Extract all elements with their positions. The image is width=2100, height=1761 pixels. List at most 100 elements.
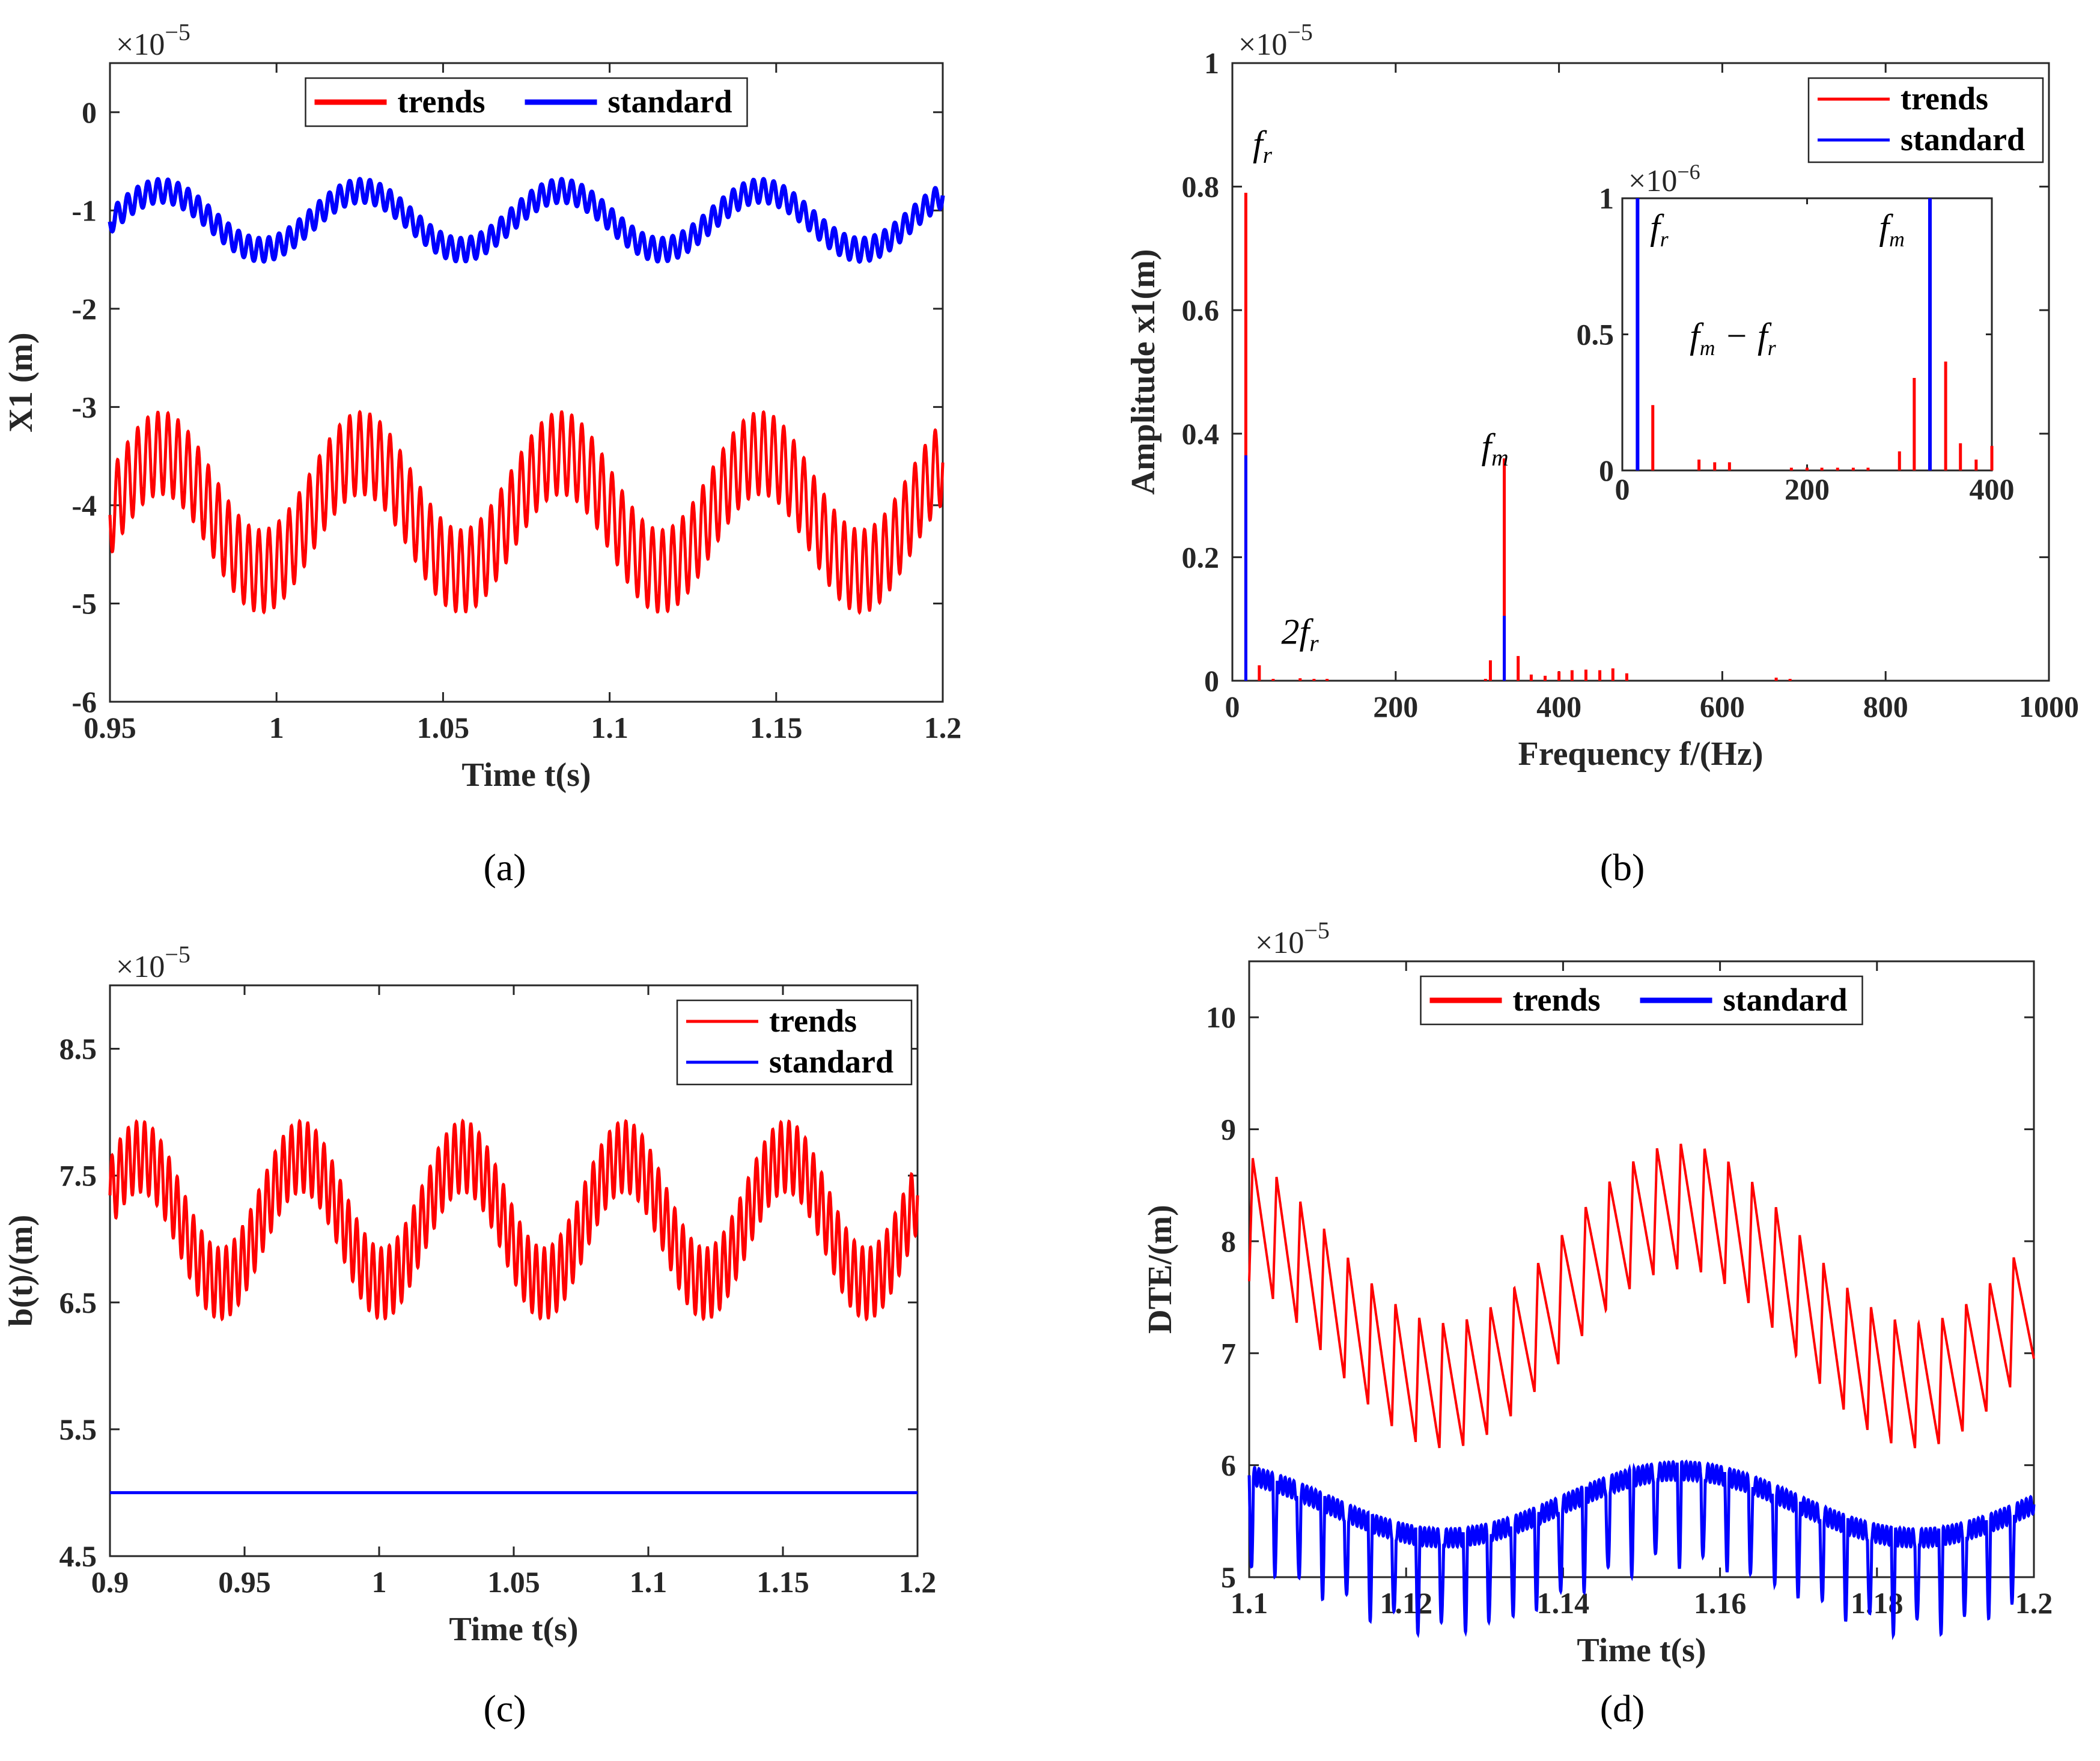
axis-multiplier-exponent: −5 bbox=[165, 19, 190, 46]
y-tick-label: -5 bbox=[72, 586, 97, 620]
x-tick-label: 1 bbox=[269, 711, 284, 744]
legend-label-trends: trends bbox=[769, 1003, 857, 1039]
x-tick-label: 1.2 bbox=[2015, 1586, 2053, 1620]
x-tick-label: 0.95 bbox=[84, 711, 136, 744]
legend: trends standard bbox=[305, 77, 748, 127]
y-tick-label: 0.2 bbox=[1182, 540, 1220, 574]
y-tick-label: -3 bbox=[72, 390, 97, 424]
panel-caption: (a) bbox=[483, 846, 526, 889]
y-tick-label: -1 bbox=[72, 193, 97, 227]
y-tick-label: 0.8 bbox=[1182, 170, 1220, 204]
y-tick-label: -6 bbox=[72, 685, 97, 719]
series-line-trends bbox=[108, 1118, 919, 1322]
y-tick-label: 0.4 bbox=[1182, 417, 1220, 451]
legend-label-standard: standard bbox=[1901, 121, 2025, 157]
axes-a: 0.95 1 1.05 1.1 1.15 1.2 -6 -5 -4 -3 -2 -1 0 ×10−5 bbox=[72, 19, 961, 744]
x-tick-label: 1.05 bbox=[417, 711, 470, 744]
y-tick-label: -4 bbox=[72, 488, 97, 522]
x-tick-label: 400 bbox=[1970, 472, 2015, 506]
x-axis-label: Frequency f/(Hz) bbox=[1518, 735, 1764, 773]
legend: trends standard bbox=[676, 999, 913, 1086]
x-axis-label: Time t(s) bbox=[449, 1611, 578, 1648]
x-axis-label: Time t(s) bbox=[1577, 1632, 1706, 1669]
x-tick-label: 1.12 bbox=[1380, 1586, 1432, 1620]
x-tick-label: 1.15 bbox=[750, 711, 803, 744]
legend-label-standard: standard bbox=[1723, 982, 1848, 1018]
series-line-standard bbox=[108, 177, 945, 264]
legend-box bbox=[1807, 77, 2044, 163]
panel-caption: (c) bbox=[483, 1687, 526, 1730]
x-axis-label: Time t(s) bbox=[461, 756, 591, 794]
axes-b: 0 200 400 600 800 1000 0 0.2 0.4 0.6 0.8 1 ×10−5 bbox=[1182, 19, 2080, 723]
y-tick-label: 0.6 bbox=[1182, 293, 1220, 327]
legend: trends standard bbox=[1420, 975, 1863, 1026]
y-axis-label: Amplitude x1(m) bbox=[1125, 249, 1162, 494]
axis-multiplier-exponent: −5 bbox=[1287, 19, 1313, 46]
y-tick-label: 8.5 bbox=[59, 1032, 97, 1066]
legend: trends standard bbox=[1807, 77, 2044, 163]
x-tick-label: 0.95 bbox=[218, 1565, 271, 1599]
peak-annotation: fm bbox=[1879, 207, 1904, 251]
y-tick-label: 1 bbox=[1204, 46, 1219, 80]
legend-label-standard: standard bbox=[769, 1044, 893, 1080]
inset-background bbox=[1622, 198, 1992, 470]
peak-annotation: 2fr bbox=[1282, 612, 1319, 656]
y-tick-label: 6.5 bbox=[59, 1286, 97, 1319]
y-tick-label: 5 bbox=[1221, 1560, 1236, 1594]
x-tick-label: 1.1 bbox=[591, 711, 628, 744]
x-tick-label: 0.9 bbox=[91, 1565, 129, 1599]
x-tick-label: 1.05 bbox=[487, 1565, 540, 1599]
axis-multiplier: ×10−5 bbox=[1238, 19, 1313, 62]
y-tick-label: 10 bbox=[1206, 1000, 1236, 1034]
peak-annotation: fr bbox=[1253, 124, 1273, 168]
legend-label-trends: trends bbox=[398, 84, 485, 120]
peak-annotation: fm bbox=[1481, 427, 1508, 471]
x-tick-label: 800 bbox=[1863, 690, 1908, 723]
series-line-trends bbox=[108, 410, 945, 615]
plot-frame bbox=[1231, 62, 2050, 682]
y-tick-label: 6 bbox=[1221, 1449, 1236, 1482]
x-tick-label: 200 bbox=[1373, 690, 1418, 723]
y-tick-label: 9 bbox=[1221, 1113, 1236, 1146]
y-tick-label: -2 bbox=[72, 292, 97, 326]
x-tick-label: 1.1 bbox=[1231, 1586, 1268, 1620]
y-tick-label: 0.5 bbox=[1577, 318, 1615, 351]
y-tick-label: 1 bbox=[1599, 181, 1614, 215]
panel-caption: (d) bbox=[1600, 1687, 1645, 1730]
x-tick-label: 1.2 bbox=[899, 1565, 937, 1599]
x-tick-label: 1000 bbox=[2019, 690, 2079, 723]
axis-multiplier: ×10−5 bbox=[116, 19, 190, 62]
y-tick-label: 5.5 bbox=[59, 1413, 97, 1446]
plot-frame bbox=[109, 62, 944, 703]
y-tick-label: 4.5 bbox=[59, 1539, 97, 1573]
legend-label-standard: standard bbox=[608, 84, 732, 120]
peak-annotation: fm − fr bbox=[1690, 316, 1776, 360]
x-tick-label: 1.16 bbox=[1694, 1586, 1747, 1620]
x-tick-label: 1 bbox=[372, 1565, 387, 1599]
axis-multiplier-exponent: −5 bbox=[1304, 917, 1330, 944]
y-axis-label: b(t)/(m) bbox=[2, 1215, 40, 1327]
axis-multiplier: ×10−5 bbox=[116, 941, 190, 984]
y-tick-label: 0 bbox=[82, 96, 97, 129]
x-tick-label: 0 bbox=[1615, 472, 1630, 506]
axis-multiplier-exponent: −5 bbox=[165, 941, 190, 968]
y-tick-label: 7.5 bbox=[59, 1159, 97, 1193]
x-tick-label: 200 bbox=[1785, 472, 1830, 506]
peak-annotation: fr bbox=[1650, 207, 1669, 251]
y-axis-label: DTE/(m) bbox=[1142, 1205, 1179, 1334]
x-tick-label: 1.14 bbox=[1537, 1586, 1590, 1620]
legend-box bbox=[676, 999, 913, 1086]
axis-multiplier: ×10−5 bbox=[1255, 917, 1330, 960]
series-line-trends bbox=[1248, 1143, 2035, 1449]
legend-label-trends: trends bbox=[1513, 982, 1601, 1018]
panel-caption: (b) bbox=[1600, 846, 1645, 889]
y-tick-label: 7 bbox=[1221, 1336, 1236, 1370]
x-tick-label: 1.1 bbox=[630, 1565, 668, 1599]
x-tick-label: 1.2 bbox=[924, 711, 962, 744]
x-tick-label: 600 bbox=[1700, 690, 1745, 723]
x-tick-label: 400 bbox=[1536, 690, 1581, 723]
y-axis-label: X1 (m) bbox=[2, 332, 40, 432]
x-tick-label: 0 bbox=[1225, 690, 1240, 723]
y-tick-label: 8 bbox=[1221, 1224, 1236, 1258]
